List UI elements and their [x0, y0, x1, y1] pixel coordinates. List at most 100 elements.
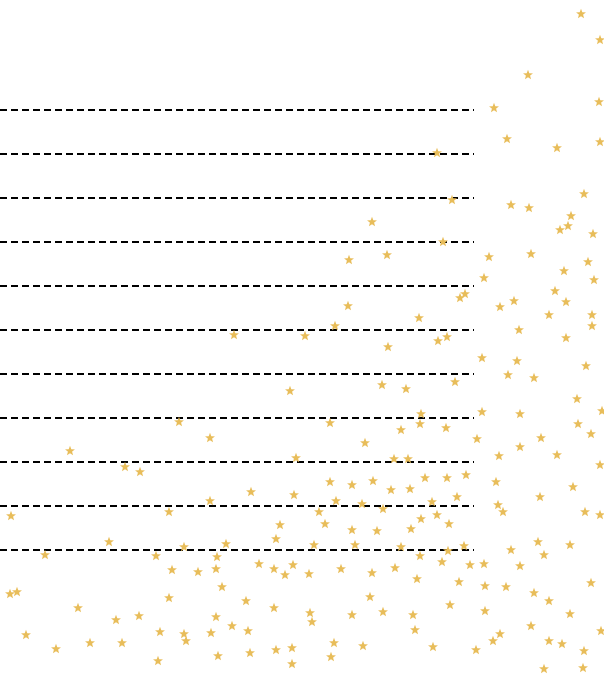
star-icon	[12, 586, 22, 597]
star-icon	[206, 627, 216, 638]
star-icon	[314, 506, 324, 517]
star-icon	[555, 224, 565, 235]
star-icon	[285, 385, 295, 396]
star-icon	[443, 545, 453, 556]
star-icon	[455, 292, 465, 303]
star-icon	[515, 441, 525, 452]
star-icon	[330, 320, 340, 331]
star-icon	[581, 360, 591, 371]
rule-lines	[0, 109, 474, 551]
star-icon	[40, 549, 50, 560]
star-icon	[383, 341, 393, 352]
star-icon	[415, 550, 425, 561]
star-icon	[211, 563, 221, 574]
star-icon	[465, 559, 475, 570]
star-icon	[280, 569, 290, 580]
star-icon	[572, 393, 582, 404]
star-icon	[583, 256, 593, 267]
star-icon	[495, 628, 505, 639]
star-icon	[390, 562, 400, 573]
star-icon	[524, 202, 534, 213]
star-icon	[396, 541, 406, 552]
star-icon	[565, 539, 575, 550]
star-icon	[509, 295, 519, 306]
star-icon	[179, 541, 189, 552]
star-icon	[594, 96, 604, 107]
star-icon	[587, 320, 597, 331]
star-icon	[412, 573, 422, 584]
star-icon	[403, 453, 413, 464]
star-icon	[480, 580, 490, 591]
star-icon	[243, 625, 253, 636]
star-icon	[325, 476, 335, 487]
star-icon	[568, 481, 578, 492]
star-icon	[217, 581, 227, 592]
star-icon	[372, 525, 382, 536]
star-icon	[514, 324, 524, 335]
star-icon	[120, 461, 130, 472]
star-icon	[454, 576, 464, 587]
star-icon	[533, 536, 543, 547]
star-icon	[502, 133, 512, 144]
star-icon	[325, 417, 335, 428]
star-icon	[358, 640, 368, 651]
star-icon	[155, 626, 165, 637]
star-icon	[205, 495, 215, 506]
star-icon	[559, 265, 569, 276]
star-icon	[377, 379, 387, 390]
star-icon	[331, 495, 341, 506]
star-icon	[336, 563, 346, 574]
star-icon	[529, 372, 539, 383]
star-icon	[479, 558, 489, 569]
star-icon	[445, 599, 455, 610]
star-icon	[179, 628, 189, 639]
star-icon	[378, 606, 388, 617]
star-icon	[287, 658, 297, 669]
star-icon	[586, 428, 596, 439]
star-icon	[275, 519, 285, 530]
star-icon	[447, 194, 457, 205]
star-icon	[597, 405, 604, 416]
star-icon	[561, 296, 571, 307]
star-icon	[595, 509, 604, 520]
star-icon	[495, 301, 505, 312]
star-icon	[563, 220, 573, 231]
star-icon	[320, 518, 330, 529]
star-icon	[595, 136, 604, 147]
star-icon	[344, 254, 354, 265]
star-icon	[254, 558, 264, 569]
star-icon	[167, 564, 177, 575]
star-icon	[503, 369, 513, 380]
star-icon	[211, 611, 221, 622]
star-icon	[565, 608, 575, 619]
star-icon	[442, 472, 452, 483]
star-icon	[414, 312, 424, 323]
star-icon	[523, 69, 533, 80]
star-icon	[579, 645, 589, 656]
star-icon	[550, 285, 560, 296]
star-icon	[416, 513, 426, 524]
star-icon	[164, 592, 174, 603]
star-icon	[5, 588, 15, 599]
star-icon	[573, 418, 583, 429]
star-icon	[73, 602, 83, 613]
star-icon	[526, 248, 536, 259]
star-icon	[153, 655, 163, 666]
star-icon	[494, 450, 504, 461]
star-icon	[212, 551, 222, 562]
star-icon	[557, 638, 567, 649]
star-icon	[544, 635, 554, 646]
star-icon	[378, 503, 388, 514]
star-icon	[576, 8, 586, 19]
star-icon	[287, 642, 297, 653]
star-icon	[396, 424, 406, 435]
star-icon	[134, 610, 144, 621]
star-icon	[452, 491, 462, 502]
star-icon	[213, 650, 223, 661]
star-icon	[288, 559, 298, 570]
star-icon	[461, 469, 471, 480]
star-icon	[245, 647, 255, 658]
star-icon	[444, 518, 454, 529]
star-icon	[205, 432, 215, 443]
